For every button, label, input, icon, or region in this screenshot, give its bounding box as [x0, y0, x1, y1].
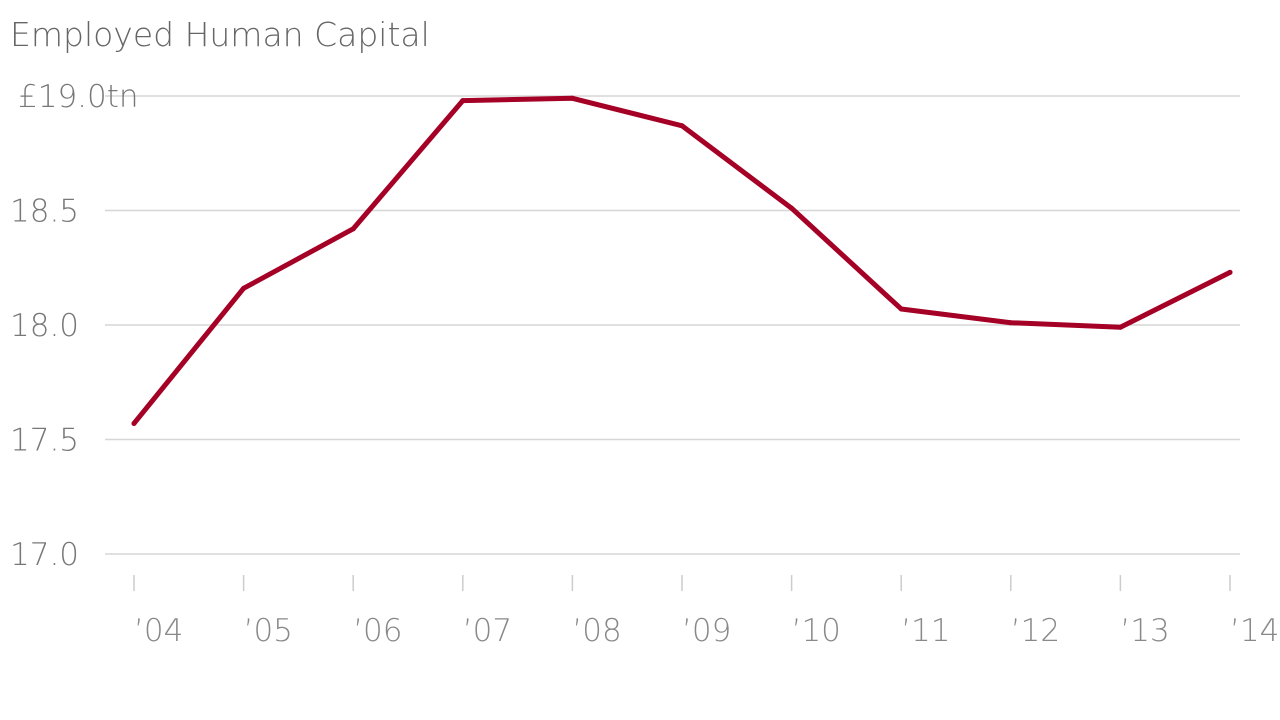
- x-tick-label: ’09: [682, 613, 731, 649]
- data-point: [1008, 320, 1014, 326]
- x-tick-label: ’06: [353, 613, 402, 649]
- chart-title: Employed Human Capital: [10, 15, 430, 54]
- data-point: [350, 226, 356, 232]
- data-point: [898, 306, 904, 312]
- y-tick-label: 18.5: [10, 194, 79, 230]
- x-tick-label: ’13: [1120, 613, 1169, 649]
- x-tick-label: ’04: [134, 613, 183, 649]
- data-point: [131, 420, 137, 426]
- x-tick-label: ’07: [463, 613, 512, 649]
- x-tick-label: ’14: [1230, 613, 1279, 649]
- y-tick-label: 18.0: [10, 308, 79, 344]
- x-tick-label: ’10: [792, 613, 841, 649]
- data-point: [569, 95, 575, 101]
- y-tick-label: 17.5: [10, 423, 79, 459]
- y-tick-label: £19.0tn: [18, 79, 139, 115]
- data-point: [1117, 324, 1123, 330]
- data-point: [460, 98, 466, 104]
- series-line: [131, 95, 1233, 426]
- y-tick-label: 17.0: [10, 537, 79, 573]
- data-point: [679, 123, 685, 129]
- data-point: [241, 285, 247, 291]
- data-point: [789, 205, 795, 211]
- x-tick-label: ’08: [572, 613, 621, 649]
- x-tick-label: ’11: [901, 613, 950, 649]
- x-tick-label: ’05: [244, 613, 293, 649]
- x-tick-label: ’12: [1011, 613, 1060, 649]
- data-point: [1227, 269, 1233, 275]
